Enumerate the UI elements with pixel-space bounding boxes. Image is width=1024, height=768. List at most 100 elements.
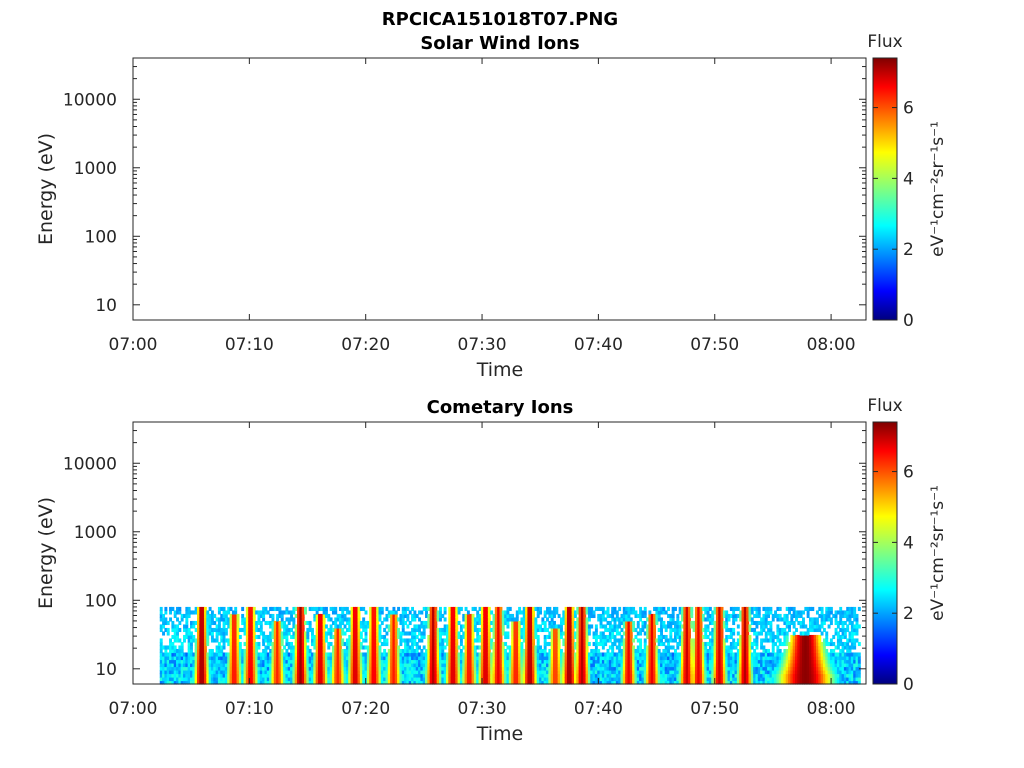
flux-cell xyxy=(445,669,449,675)
flux-cell xyxy=(387,627,391,633)
flux-cell xyxy=(457,645,461,650)
flux-cell xyxy=(690,624,694,629)
flux-cell xyxy=(566,648,570,654)
flux-cell xyxy=(739,662,743,668)
flux-cell xyxy=(713,620,717,626)
flux-cell xyxy=(276,648,280,654)
flux-cell xyxy=(418,652,421,657)
flux-cell xyxy=(392,673,396,678)
flux-cell xyxy=(734,613,738,619)
flux-cell xyxy=(711,638,715,643)
flux-cell xyxy=(543,641,547,647)
flux-cell xyxy=(550,627,554,633)
flux-cell xyxy=(448,645,452,650)
flux-cell xyxy=(236,673,240,678)
flux-cell xyxy=(187,631,191,636)
flux-cell xyxy=(164,673,168,678)
flux-cell xyxy=(285,680,289,685)
flux-cell xyxy=(299,641,303,647)
flux-cell xyxy=(755,613,759,619)
flux-cell xyxy=(194,638,198,643)
flux-cell xyxy=(427,613,431,619)
flux-cell xyxy=(520,641,524,647)
flux-cell xyxy=(597,669,601,675)
flux-cell xyxy=(639,659,643,664)
flux-cell xyxy=(162,673,166,678)
flux-cell xyxy=(280,610,284,615)
flux-cell xyxy=(385,673,389,678)
flux-cell xyxy=(262,634,266,640)
flux-cell xyxy=(529,662,533,668)
flux-cell xyxy=(608,659,612,664)
flux-cell xyxy=(715,606,719,612)
flux-cell xyxy=(727,617,731,622)
flux-cell xyxy=(557,655,561,661)
flux-cell xyxy=(592,655,596,661)
flux-cell xyxy=(622,613,626,619)
flux-cell xyxy=(294,659,298,664)
flux-cell xyxy=(536,669,540,675)
flux-cell xyxy=(704,676,708,682)
flux-cell xyxy=(173,655,177,661)
flux-cell xyxy=(557,634,561,640)
flux-cell xyxy=(755,652,759,657)
flux-cell xyxy=(606,673,610,678)
flux-cell xyxy=(662,641,666,647)
flux-cell xyxy=(432,620,435,626)
flux-cell xyxy=(497,620,501,626)
flux-cell xyxy=(697,662,701,668)
flux-cell xyxy=(534,648,538,654)
flux-cell xyxy=(762,617,766,622)
flux-cell xyxy=(501,669,505,675)
flux-cell xyxy=(341,631,345,636)
flux-cell xyxy=(394,662,398,668)
flux-cell xyxy=(669,613,673,619)
flux-cell xyxy=(229,648,233,654)
flux-cell xyxy=(357,676,361,682)
flux-cell xyxy=(485,655,489,661)
flux-cell xyxy=(229,620,233,626)
flux-cell xyxy=(655,676,659,682)
flux-cell xyxy=(252,641,256,647)
flux-cell xyxy=(292,680,296,685)
flux-cell xyxy=(764,610,768,615)
flux-cell xyxy=(169,673,172,678)
flux-cell xyxy=(276,659,280,664)
flux-cell xyxy=(311,634,314,640)
flux-cell xyxy=(378,617,382,622)
flux-cell xyxy=(683,669,687,675)
flux-cell xyxy=(436,652,440,657)
flux-cell xyxy=(448,655,452,661)
flux-cell xyxy=(611,613,615,619)
flux-cell xyxy=(657,662,661,668)
flux-cell xyxy=(180,617,184,622)
flux-cell xyxy=(217,606,221,612)
flux-cell xyxy=(701,659,705,664)
flux-cell xyxy=(494,673,498,678)
flux-cell xyxy=(464,613,468,619)
flux-cell xyxy=(359,606,363,612)
flux-cell xyxy=(762,648,766,654)
flux-cell xyxy=(618,620,622,626)
flux-cell xyxy=(550,631,554,636)
flux-cell xyxy=(497,666,501,671)
flux-cell xyxy=(522,634,526,640)
flux-cell xyxy=(413,652,417,657)
flux-cell xyxy=(653,627,657,633)
flux-cell xyxy=(569,666,573,671)
flux-cell xyxy=(727,655,731,661)
flux-cell xyxy=(697,645,701,650)
flux-cell xyxy=(664,652,668,657)
flux-cell xyxy=(487,648,491,654)
flux-cell xyxy=(215,659,219,664)
flux-cell xyxy=(411,641,414,647)
flux-cell xyxy=(369,641,373,647)
flux-cell xyxy=(622,652,626,657)
flux-cell xyxy=(727,666,731,671)
flux-cell xyxy=(553,638,556,643)
flux-cell xyxy=(674,662,677,668)
flux-cell xyxy=(620,680,624,685)
flux-cell xyxy=(280,620,284,626)
flux-cell xyxy=(746,676,750,682)
flux-cell xyxy=(452,673,456,678)
